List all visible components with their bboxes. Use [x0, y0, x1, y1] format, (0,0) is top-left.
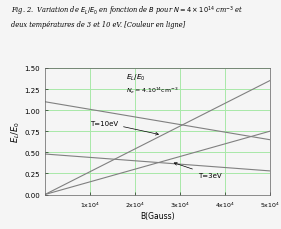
Text: deux températures de 3 et 10 eV. [Couleur en ligne]: deux températures de 3 et 10 eV. [Couleu…: [11, 21, 185, 29]
Text: $N_e=4.10^{14}$cm$^{-3}$: $N_e=4.10^{14}$cm$^{-3}$: [126, 85, 178, 95]
Text: T=3eV: T=3eV: [174, 163, 221, 178]
Text: T=10eV: T=10eV: [90, 120, 158, 136]
X-axis label: B(Gauss): B(Gauss): [140, 212, 175, 221]
Text: $E_L/E_0$: $E_L/E_0$: [126, 72, 145, 83]
Text: Fig. 2.  Variation de $E_L/E_0$ en fonction de $B$ pour $N = 4 \times 10^{14}$ c: Fig. 2. Variation de $E_L/E_0$ en foncti…: [11, 5, 244, 18]
Y-axis label: $E_L/E_0$: $E_L/E_0$: [9, 121, 22, 143]
